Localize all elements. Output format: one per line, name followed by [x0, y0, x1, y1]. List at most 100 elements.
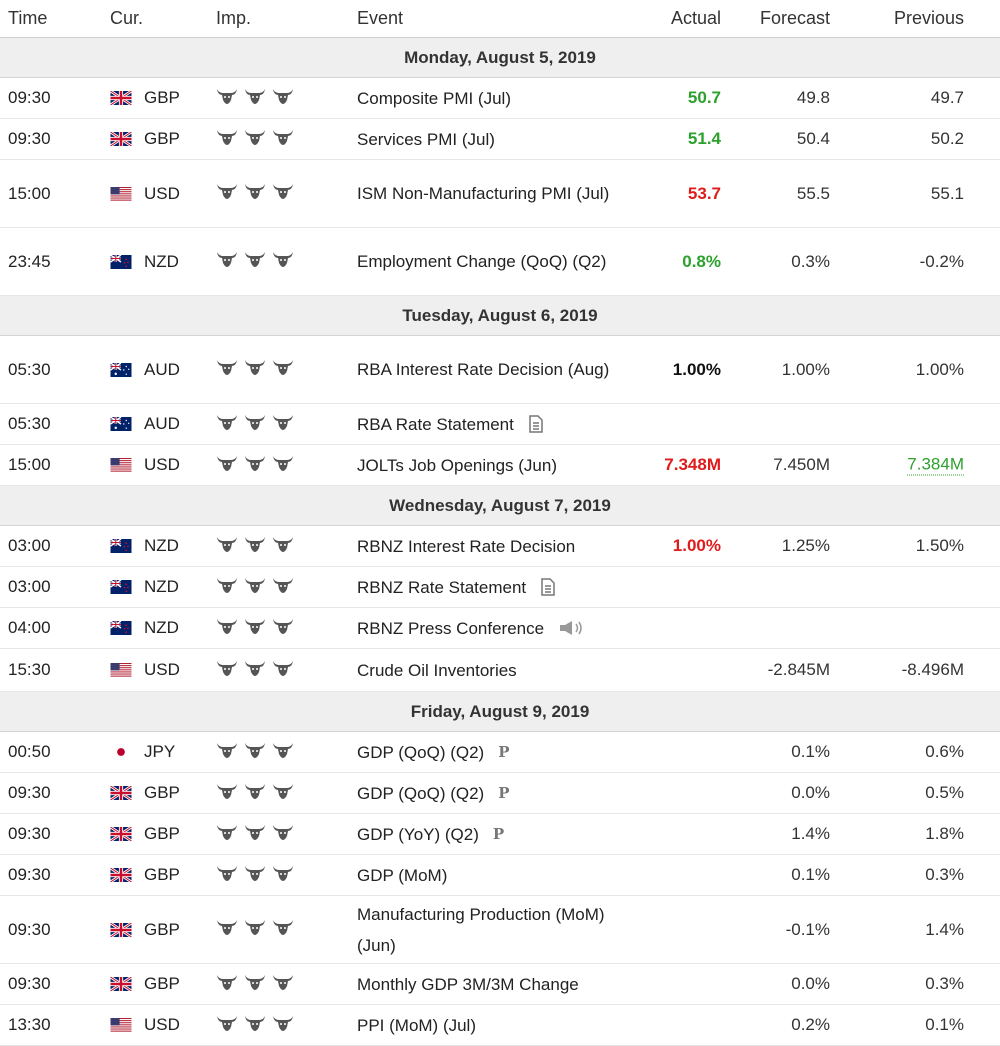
- actual-value: 0.8%: [682, 251, 721, 271]
- event-name[interactable]: ISM Non-Manufacturing PMI (Jul): [357, 160, 627, 227]
- preliminary-icon[interactable]: P: [498, 742, 510, 761]
- event-name[interactable]: Services PMI (Jul): [357, 119, 627, 159]
- event-name-text[interactable]: RBA Rate Statement: [357, 414, 514, 434]
- bull-icon: [244, 864, 272, 887]
- currency-code: AUD: [144, 359, 180, 379]
- event-name-text[interactable]: RBNZ Press Conference: [357, 618, 545, 638]
- importance-rating: [216, 649, 300, 691]
- event-name-text[interactable]: Manufacturing Production (MoM) (Jun): [357, 904, 605, 955]
- bull-icon: [244, 535, 272, 558]
- previous-value[interactable]: 7.384M: [907, 454, 964, 476]
- event-name-text[interactable]: RBNZ Rate Statement: [357, 577, 527, 597]
- importance-rating: [216, 896, 300, 963]
- table-row[interactable]: 09:30 GBP GDP (MoM) 0.1% 0.3%: [0, 855, 1000, 896]
- table-row[interactable]: 04:00 NZD RBNZ Press Conference: [0, 608, 1000, 649]
- event-name-text[interactable]: RBA Interest Rate Decision (Aug): [357, 360, 610, 379]
- event-time: 23:45: [8, 251, 51, 271]
- speaker-icon[interactable]: [558, 619, 586, 637]
- bull-icon: [216, 87, 244, 110]
- bull-icon: [216, 918, 244, 941]
- table-row[interactable]: 15:30 USD Crude Oil Inventories -2.845M -8.4…: [0, 649, 1000, 692]
- table-row[interactable]: 23:45 NZD Employment Change (QoQ) (Q2) 0.8%…: [0, 228, 1000, 296]
- event-name[interactable]: RBA Interest Rate Decision (Aug): [357, 336, 627, 403]
- event-name[interactable]: RBNZ Rate Statement: [357, 567, 627, 607]
- event-name[interactable]: GDP (YoY) (Q2) P: [357, 814, 627, 854]
- table-row[interactable]: 09:30 GBP GDP (YoY) (Q2) P 1.4% 1.8%: [0, 814, 1000, 855]
- event-name-text[interactable]: Services PMI (Jul): [357, 129, 495, 149]
- currency-cell: NZD: [110, 228, 179, 295]
- event-name[interactable]: GDP (MoM): [357, 855, 627, 895]
- preliminary-icon[interactable]: P: [498, 783, 510, 802]
- event-name[interactable]: Crude Oil Inventories: [357, 649, 627, 691]
- calendar-body: Monday, August 5, 2019 09:30 GBP Composite …: [0, 38, 1000, 1046]
- table-row[interactable]: 05:30 AUD RBA Interest Rate Decision (Aug)…: [0, 336, 1000, 404]
- table-row[interactable]: 09:30 GBP Services PMI (Jul) 51.4 50.4 50.2: [0, 119, 1000, 160]
- table-row[interactable]: 09:30 GBP Monthly GDP 3M/3M Change 0.0% 0.3%: [0, 964, 1000, 1005]
- bull-icon: [244, 741, 272, 764]
- bull-icon: [244, 617, 272, 640]
- table-row[interactable]: 15:00 USD ISM Non-Manufacturing PMI (Jul) 5…: [0, 160, 1000, 228]
- event-name-text[interactable]: Monthly GDP 3M/3M Change: [357, 974, 579, 994]
- bull-icon: [216, 182, 244, 205]
- forecast-value: 49.8: [796, 88, 830, 107]
- bull-icon: [244, 128, 272, 151]
- event-name[interactable]: Monthly GDP 3M/3M Change: [357, 964, 627, 1004]
- event-name[interactable]: Employment Change (QoQ) (Q2): [357, 228, 627, 295]
- event-name[interactable]: Manufacturing Production (MoM) (Jun): [357, 896, 627, 963]
- event-name-text[interactable]: GDP (QoQ) (Q2): [357, 742, 485, 762]
- importance-rating: [216, 814, 300, 854]
- event-name-text[interactable]: GDP (QoQ) (Q2): [357, 783, 485, 803]
- bull-icon: [216, 535, 244, 558]
- bull-icon: [216, 973, 244, 996]
- currency-code: USD: [144, 1015, 180, 1034]
- forecast-value: 0.2%: [791, 1015, 830, 1034]
- event-name-text[interactable]: RBNZ Interest Rate Decision: [357, 536, 576, 556]
- table-row[interactable]: 09:30 GBP GDP (QoQ) (Q2) P 0.0% 0.5%: [0, 773, 1000, 814]
- day-header: Tuesday, August 6, 2019: [0, 296, 1000, 336]
- us-flag-icon: [110, 186, 132, 201]
- table-row[interactable]: 15:00 USD JOLTs Job Openings (Jun) 7.348M 7.…: [0, 445, 1000, 486]
- table-row[interactable]: 00:50 JPY GDP (QoQ) (Q2) P 0.1% 0.6%: [0, 732, 1000, 773]
- document-icon[interactable]: [528, 415, 544, 433]
- currency-code: GBP: [144, 783, 180, 802]
- table-row[interactable]: 09:30 GBP Manufacturing Production (MoM) (…: [0, 896, 1000, 964]
- actual-value: 1.00%: [672, 536, 721, 555]
- event-name-text[interactable]: ISM Non-Manufacturing PMI (Jul): [357, 184, 610, 203]
- gb-flag-icon: [110, 827, 132, 841]
- document-icon[interactable]: [540, 578, 556, 596]
- bull-icon: [244, 182, 272, 205]
- event-name[interactable]: Composite PMI (Jul): [357, 78, 627, 118]
- table-row[interactable]: 03:00 NZD RBNZ Rate Statement: [0, 567, 1000, 608]
- bull-icon: [216, 576, 244, 599]
- importance-rating: [216, 404, 300, 444]
- event-name-text[interactable]: Employment Change (QoQ) (Q2): [357, 252, 607, 271]
- event-name[interactable]: PPI (MoM) (Jul): [357, 1005, 627, 1045]
- event-name-text[interactable]: PPI (MoM) (Jul): [357, 1015, 476, 1035]
- event-name[interactable]: GDP (QoQ) (Q2) P: [357, 732, 627, 772]
- event-name[interactable]: RBA Rate Statement: [357, 404, 627, 444]
- event-name-text[interactable]: GDP (MoM): [357, 865, 448, 885]
- event-time: 15:00: [8, 455, 51, 474]
- event-name[interactable]: GDP (QoQ) (Q2) P: [357, 773, 627, 813]
- previous-value: 0.5%: [925, 783, 964, 802]
- bull-icon: [216, 617, 244, 640]
- event-name-text[interactable]: JOLTs Job Openings (Jun): [357, 455, 557, 475]
- event-name[interactable]: JOLTs Job Openings (Jun): [357, 445, 627, 485]
- gb-flag-icon: [110, 922, 132, 937]
- nz-flag-icon: [110, 621, 132, 635]
- table-row[interactable]: 09:30 GBP Composite PMI (Jul) 50.7 49.8 49.7: [0, 78, 1000, 119]
- bull-icon: [272, 973, 300, 996]
- nz-flag-icon: [110, 254, 132, 269]
- table-row[interactable]: 13:30 USD PPI (MoM) (Jul) 0.2% 0.1%: [0, 1005, 1000, 1046]
- event-name[interactable]: RBNZ Press Conference: [357, 608, 627, 648]
- previous-value: 1.50%: [915, 536, 964, 555]
- event-name-text[interactable]: Crude Oil Inventories: [357, 660, 517, 680]
- event-name[interactable]: RBNZ Interest Rate Decision: [357, 526, 627, 566]
- table-row[interactable]: 03:00 NZD RBNZ Interest Rate Decision 1.00%…: [0, 526, 1000, 567]
- event-time: 09:30: [8, 865, 51, 884]
- table-row[interactable]: 05:30 AUD RBA Rate Statement: [0, 404, 1000, 445]
- preliminary-icon[interactable]: P: [492, 824, 505, 843]
- forecast-value: -2.845M: [767, 660, 830, 679]
- event-name-text[interactable]: Composite PMI (Jul): [357, 88, 511, 108]
- event-name-text[interactable]: GDP (YoY) (Q2): [357, 824, 479, 844]
